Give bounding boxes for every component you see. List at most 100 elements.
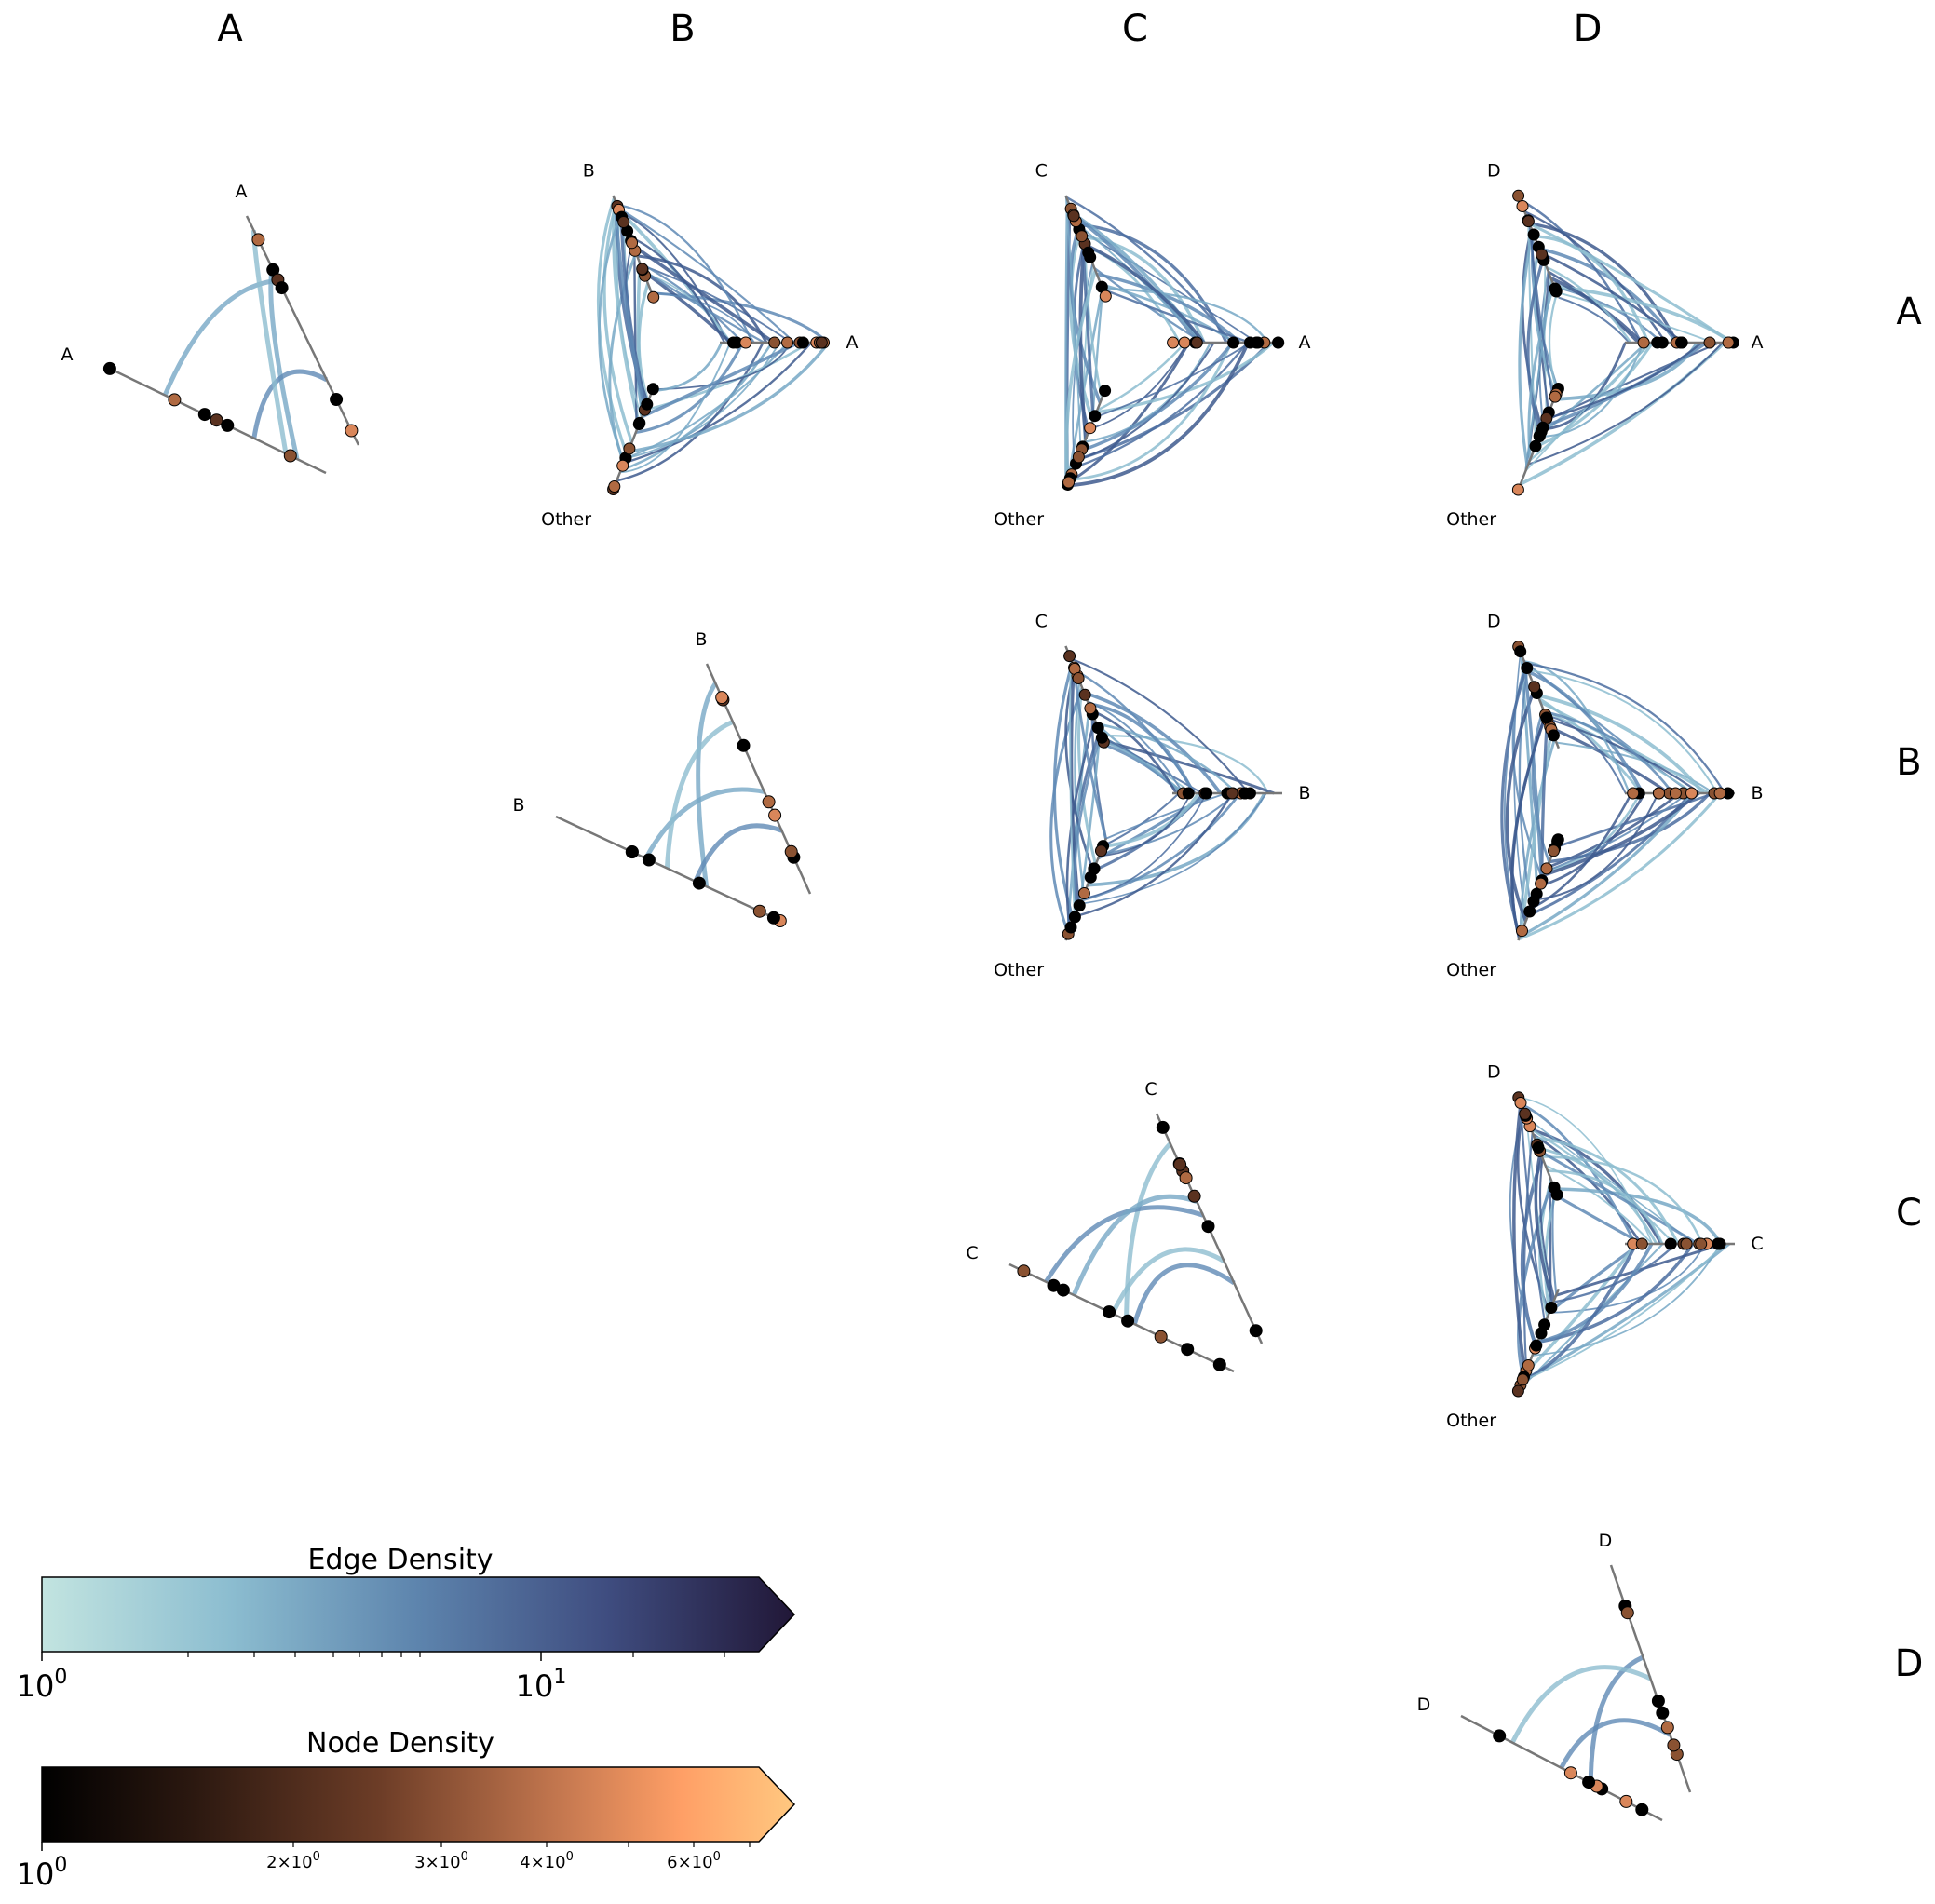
panel-c-d-edge-33 — [1534, 1152, 1555, 1303]
panel-a-b-node-30 — [636, 263, 649, 276]
panel-b-c-edge-35 — [1081, 792, 1208, 900]
panel-b-c-edge-7 — [1101, 734, 1269, 794]
panel-b-d-node-24 — [1521, 662, 1534, 674]
panel-b-c-edge-36 — [1096, 722, 1238, 794]
panel-c-d-node-8 — [1545, 1302, 1558, 1314]
panel-b-c-node-30 — [1084, 702, 1097, 715]
panel-b-d-edge-22 — [1549, 791, 1712, 864]
panel-b-c-node-25 — [1200, 787, 1212, 800]
node-colorbar-minor-ticks — [292, 1842, 751, 1847]
panel-c-d-node-10 — [1664, 1237, 1677, 1250]
panel-b-b-edge-1 — [696, 682, 718, 887]
panel-a-d-edge-19 — [1558, 296, 1631, 344]
panel-b-c-edge-18 — [1083, 691, 1223, 795]
panel-a-d-edge-17 — [1534, 342, 1655, 449]
panel-a-c-axis-label-2: Other — [994, 509, 1044, 530]
panel-a-d-axis-label-0: D — [1487, 161, 1501, 182]
panel-a-a-node-11 — [221, 418, 235, 432]
panel-c-d-edge-27 — [1538, 1157, 1556, 1300]
panel-c-d-edge-36 — [1534, 1136, 1680, 1245]
panel-d-d-edge-1 — [1509, 1665, 1652, 1744]
panel-a-b-edge-36 — [616, 206, 796, 344]
row-header-4: D — [1895, 1642, 1924, 1685]
panel-a-c-edge-28 — [1067, 342, 1251, 488]
panel-a-a-edge-1 — [268, 267, 300, 460]
panel-a-d-edge-9 — [1518, 231, 1535, 467]
panel-c-d-edge-38 — [1522, 1132, 1534, 1371]
panel-b-c-node-27 — [1091, 722, 1104, 735]
panel-b-c-axis-label-0: C — [1035, 612, 1048, 632]
panel-b-c-edge-38 — [1072, 667, 1107, 840]
panel-b-b-edge-0 — [643, 787, 765, 860]
panel-b-c-edge-31 — [1090, 709, 1178, 794]
panel-a-a-node-3 — [168, 393, 182, 407]
panel-a-c-edge-37 — [1084, 243, 1206, 344]
panel-c-d-edge-26 — [1517, 1182, 1554, 1379]
panel-a-b-edge-18 — [637, 254, 768, 344]
panel-a-b-edge-12 — [639, 262, 744, 344]
panel-b-d-edge-31 — [1524, 662, 1726, 794]
panel-a-c-node-26 — [1089, 410, 1102, 423]
panel-c-c-node-14 — [1179, 1171, 1193, 1185]
panel-a-c-edge-29 — [1080, 341, 1235, 452]
panel-a-b-node-9 — [647, 290, 660, 304]
panel-b-d-node-14 — [1516, 925, 1528, 938]
edge-colorbar-title: Edge Density — [307, 1544, 493, 1576]
panel-a-d-node-29 — [1549, 390, 1562, 403]
panel-b-b-node-11 — [642, 853, 656, 867]
panel-c-d-node-5 — [1530, 1339, 1543, 1352]
panel-b-d-edge-19 — [1527, 669, 1644, 794]
panel-b-c-node-19 — [1182, 787, 1195, 800]
panel-b-b-axis-1 — [555, 815, 783, 924]
panel-a-d-edges — [1518, 198, 1734, 486]
panel-a-d-node-19 — [1722, 336, 1735, 349]
panel-b-c-node-14 — [1064, 921, 1077, 934]
panel-a-d-node-6 — [1516, 200, 1529, 212]
panel-a-a-node-5 — [210, 413, 223, 427]
panel-a-a-edge-2 — [251, 369, 329, 439]
panel-a-c-edges — [1064, 196, 1275, 490]
edge-density-colorbar: Edge Density 100 101 — [17, 1544, 796, 1704]
panel-a-c-edge-14 — [1069, 230, 1095, 422]
panel-a-a-axis-label-1: A — [61, 344, 74, 365]
panel-a-d-edge-36 — [1546, 266, 1632, 344]
panel-d-d-node-6 — [1656, 1706, 1670, 1720]
panel-c-c-nodes — [1017, 1120, 1263, 1371]
panel-c-c-node-5 — [1212, 1357, 1226, 1371]
panel-c-c-node-11 — [1017, 1264, 1031, 1278]
panel-a-c-edge-38 — [1064, 196, 1082, 452]
panel-b-b-node-13 — [692, 876, 706, 890]
edge-colorbar-minor-ticks — [187, 1652, 725, 1657]
panel-a-b-node-25 — [815, 336, 828, 349]
panel-a-a-edge-0 — [162, 277, 279, 397]
panel-a-b-axis-label-0: B — [583, 161, 595, 182]
panel-a-b-edge-39 — [598, 213, 626, 463]
panel-b-d-node-23 — [1523, 905, 1536, 918]
panel-b-d-node-20 — [1548, 844, 1560, 857]
panel-b-c-edge-15 — [1052, 662, 1076, 922]
panel-a-b-edge-23 — [652, 342, 724, 393]
panel-a-a-nodes — [102, 233, 359, 463]
panel-a-c-edge-22 — [1096, 341, 1275, 414]
panel-c-c-node-15 — [1103, 1305, 1116, 1319]
panel-c-d-node-14 — [1522, 1359, 1535, 1371]
panel-d-d-node-1 — [1635, 1803, 1649, 1816]
panel-a-d-node-23 — [1529, 439, 1542, 452]
panel-a-a: AA — [61, 182, 360, 475]
panel-c-d-edge-29 — [1536, 1243, 1654, 1344]
panel-a-d-node-26 — [1536, 421, 1549, 434]
panel-a-b-node-24 — [617, 216, 630, 228]
panel-a-b-edge-22 — [653, 342, 792, 390]
panel-a-d-node-33 — [1549, 285, 1563, 298]
panel-a-d-edge-22 — [1538, 342, 1648, 437]
row-header-2: B — [1896, 741, 1921, 784]
panel-c-d: D C Other — [1446, 1062, 1764, 1432]
panel-c-d-edge-31 — [1538, 1149, 1699, 1246]
panel-a-c-node-21 — [1076, 230, 1089, 243]
panel-c-d-nodes — [1511, 1091, 1726, 1398]
panel-a-c-edge-27 — [1078, 241, 1088, 439]
panel-a-d-edge-39 — [1528, 223, 1555, 401]
panel-a-d-node-28 — [1651, 336, 1664, 349]
panel-a-c-node-32 — [1072, 451, 1085, 464]
panel-b-d-nodes — [1512, 641, 1735, 938]
